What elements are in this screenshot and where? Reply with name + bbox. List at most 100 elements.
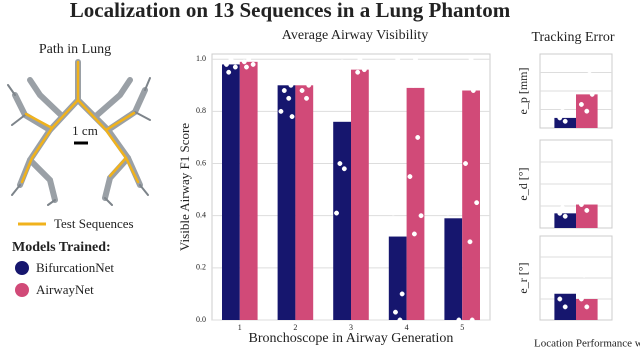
sequence-point [587,68,592,74]
bar [295,85,314,320]
sequence-point [297,75,303,80]
sequence-point [560,246,565,252]
x-tick-label: 5 [460,323,464,332]
sequence-point [584,108,590,114]
legend-swatch [15,283,29,297]
bar [576,204,598,228]
sequence-point [352,61,358,67]
sequence-point [578,102,584,107]
lung-drawing [7,59,151,206]
sequence-point [278,108,284,114]
sequence-point [557,210,563,216]
sequence-point [446,82,452,88]
sequence-point [474,200,480,206]
sequence-point [587,262,592,268]
bar [576,299,598,320]
sequence-point [299,88,305,93]
x-tick-label: 1 [238,323,242,332]
figure-title: Localization on 13 Sequences in a Lung P… [70,0,511,22]
path-legend-label: Test Sequences [54,216,134,231]
bar [333,121,351,320]
sequence-point [581,78,587,84]
sequence-point [417,69,423,75]
sequence-point [339,59,345,65]
sequence-point [560,205,565,210]
bar [554,213,576,228]
x-tick-label: 4 [405,323,409,332]
sequence-point [357,56,363,62]
bar [444,218,463,320]
models-legend-title: Models Trained: [12,240,111,255]
y-axis-label: e_p [mm] [516,68,530,115]
sequence-point [281,88,287,93]
bar [406,87,425,320]
sequence-point [473,69,478,75]
sequence-point [467,239,473,245]
sequence-point [411,231,417,237]
legend-label: AirwayNet [36,282,94,297]
sequence-point [578,296,584,302]
sequence-point [341,166,347,172]
sequence-point [355,69,361,75]
sequence-point [557,115,563,121]
sequence-point [415,135,421,140]
y-tick-label: 0.6 [196,158,206,167]
sequence-point [470,88,476,93]
sequence-point [413,56,418,62]
sequence-point [464,64,470,70]
bar [388,236,407,320]
x-axis-label: Bronchoscope in Airway Generation [249,331,454,346]
lung-title: Path in Lung [39,42,111,57]
sequence-point [250,61,256,67]
sequence-point [589,199,595,205]
sequence-point [450,61,456,67]
bar [277,85,296,320]
y-tick-label: 1.0 [196,54,206,63]
sequence-point [581,272,587,278]
bar [462,90,480,321]
y-tick-label: 0.8 [196,106,206,115]
sequence-point [286,95,292,101]
sequence-point [468,56,474,62]
sequence-point [241,59,247,65]
sequence-point [226,69,232,75]
sequence-point [284,69,289,75]
sequence-point [463,161,468,166]
sequence-point [337,161,343,166]
sequence-point [560,108,565,114]
sequence-point [453,202,458,208]
sequence-point [224,61,229,67]
sequence-point [399,291,405,297]
sequence-point [578,202,584,207]
sequence-point [361,67,367,73]
chart-title: Tracking Error [531,30,614,45]
sequence-point [589,91,595,97]
sequence-point [304,95,309,101]
y-axis-label: e_d [°] [516,167,530,200]
sequence-point [230,59,236,65]
sequence-point [568,112,574,117]
sequence-point [466,82,472,88]
bar [222,64,240,321]
sequence-point [589,283,595,289]
y-tick-label: 0.0 [196,315,206,324]
legend-swatch [15,261,29,275]
sequence-point [557,296,563,302]
sequence-point [577,61,583,67]
sequence-point [335,61,341,67]
sequence-point [568,207,574,213]
y-tick-label: 0.2 [196,263,206,272]
scale-label: 1 cm [72,123,98,138]
sequence-point [581,196,587,202]
sequence-point [334,210,339,216]
sequence-point [418,213,424,219]
sequence-point [408,61,414,67]
sequence-point [407,174,413,180]
sequence-point [456,317,462,323]
sequence-point [279,77,285,83]
sequence-point [288,82,294,88]
sequence-point [397,317,403,323]
sequence-point [306,82,312,88]
sequence-point [393,309,398,315]
